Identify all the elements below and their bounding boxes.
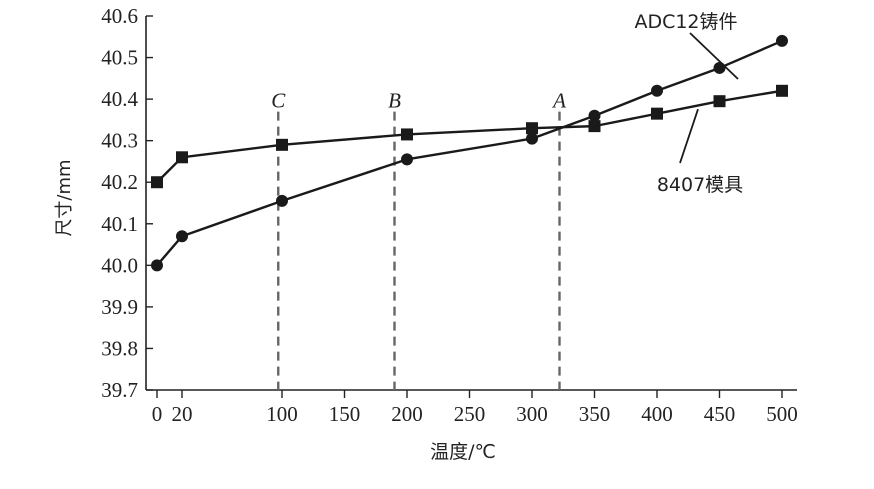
callout-line-2 bbox=[679, 108, 699, 164]
plot-axes: 39.7 39.8 39.9 40.0 40.1 40.2 40.3 40.4 40.5 40.6… bbox=[101, 4, 798, 426]
x-tick-label: 0 bbox=[152, 402, 163, 426]
data-point-circle bbox=[526, 132, 538, 145]
x-tick-label: 200 bbox=[391, 402, 423, 426]
data-point-square bbox=[401, 128, 413, 141]
data-point-square bbox=[526, 122, 538, 135]
x-tick-label: 20 bbox=[172, 402, 193, 426]
y-tick-label: 39.7 bbox=[101, 378, 138, 402]
series-label-2: 8407模具 bbox=[657, 174, 743, 196]
data-point-square bbox=[276, 138, 288, 151]
data-point-square bbox=[151, 176, 163, 189]
data-point-circle bbox=[151, 259, 163, 272]
data-point-circle bbox=[651, 84, 663, 97]
y-tick-label: 40.6 bbox=[101, 4, 138, 28]
data-point-square bbox=[176, 151, 188, 164]
x-tick-label: 250 bbox=[454, 402, 486, 426]
x-axis-label: 温度/℃ bbox=[430, 441, 496, 463]
series-group bbox=[151, 34, 788, 272]
data-point-square bbox=[713, 95, 726, 108]
x-tick-label: 500 bbox=[766, 402, 798, 426]
reference-label-b: B bbox=[388, 89, 401, 113]
data-point-circle bbox=[776, 34, 788, 47]
y-tick-label: 40.4 bbox=[101, 87, 138, 111]
x-tick-label: 150 bbox=[329, 402, 361, 426]
reference-label-a: A bbox=[551, 89, 566, 113]
x-tick-label: 100 bbox=[266, 402, 298, 426]
series-label-1: ADC12铸件 bbox=[634, 11, 737, 33]
reference-label-c: C bbox=[271, 89, 286, 113]
x-tick-label: 400 bbox=[641, 402, 673, 426]
data-point-square bbox=[588, 120, 601, 133]
x-tick-label: 300 bbox=[516, 402, 548, 426]
y-tick-label: 40.3 bbox=[101, 129, 138, 153]
data-point-circle bbox=[713, 61, 726, 74]
x-tick-label: 450 bbox=[704, 402, 736, 426]
y-tick-label: 40.0 bbox=[101, 253, 138, 277]
y-tick-label: 40.1 bbox=[101, 212, 138, 236]
data-point-circle bbox=[276, 194, 288, 207]
data-point-circle bbox=[176, 230, 188, 243]
series-line-1 bbox=[156, 39, 783, 267]
data-point-square bbox=[651, 107, 663, 120]
y-tick-label: 39.9 bbox=[101, 295, 138, 319]
y-axis-label: 尺寸/mm bbox=[54, 159, 75, 236]
data-point-circle bbox=[588, 109, 601, 122]
x-tick-label: 350 bbox=[579, 402, 611, 426]
callout-line-1 bbox=[689, 32, 739, 80]
y-tick-label: 40.2 bbox=[101, 170, 138, 194]
y-tick-label: 39.8 bbox=[101, 336, 138, 360]
annotations: ADC12铸件 8407模具 bbox=[634, 11, 743, 196]
y-tick-label: 40.5 bbox=[101, 46, 138, 70]
data-point-square bbox=[776, 84, 788, 97]
data-point-circle bbox=[401, 153, 413, 166]
